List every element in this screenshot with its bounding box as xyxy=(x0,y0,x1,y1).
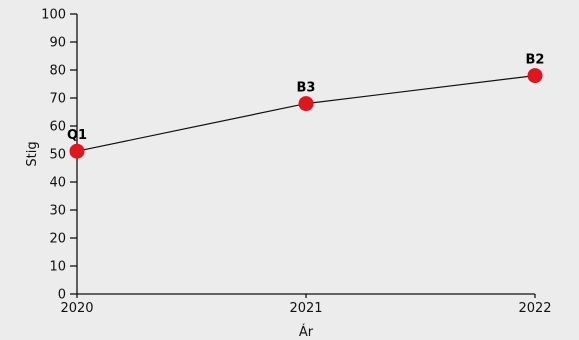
data-point xyxy=(298,96,314,112)
data-label: Q1 xyxy=(67,128,87,143)
y-tick-label: 10 xyxy=(49,260,66,275)
y-tick-label: 20 xyxy=(49,232,66,247)
x-tick-label: 2020 xyxy=(60,301,93,316)
y-tick-label: 50 xyxy=(49,148,66,163)
y-tick-label: 60 xyxy=(49,120,66,135)
series xyxy=(69,68,543,159)
y-tick-label: 30 xyxy=(49,204,66,219)
x-tick-label: 2022 xyxy=(518,301,551,316)
y-tick-label: 40 xyxy=(49,176,66,191)
data-label: B2 xyxy=(526,53,545,68)
y-tick-label: 80 xyxy=(49,64,66,79)
data-point xyxy=(69,143,85,159)
x-axis-title: Ár xyxy=(299,324,314,340)
y-ticks: 0 10 20 30 40 50 60 70 80 90 100 xyxy=(41,8,77,303)
y-tick-label: 0 xyxy=(58,288,66,303)
x-tick-label: 2021 xyxy=(289,301,322,316)
x-ticks: 2020 2021 2022 xyxy=(60,294,552,316)
data-label: B3 xyxy=(297,81,316,96)
axes xyxy=(76,14,535,295)
y-tick-label: 90 xyxy=(49,36,66,51)
point-labels: Q1 B3 B2 xyxy=(67,53,545,144)
y-tick-label: 70 xyxy=(49,92,66,107)
y-axis-title: Stig xyxy=(25,141,40,166)
y-tick-label: 100 xyxy=(41,8,66,23)
data-point xyxy=(527,68,543,84)
